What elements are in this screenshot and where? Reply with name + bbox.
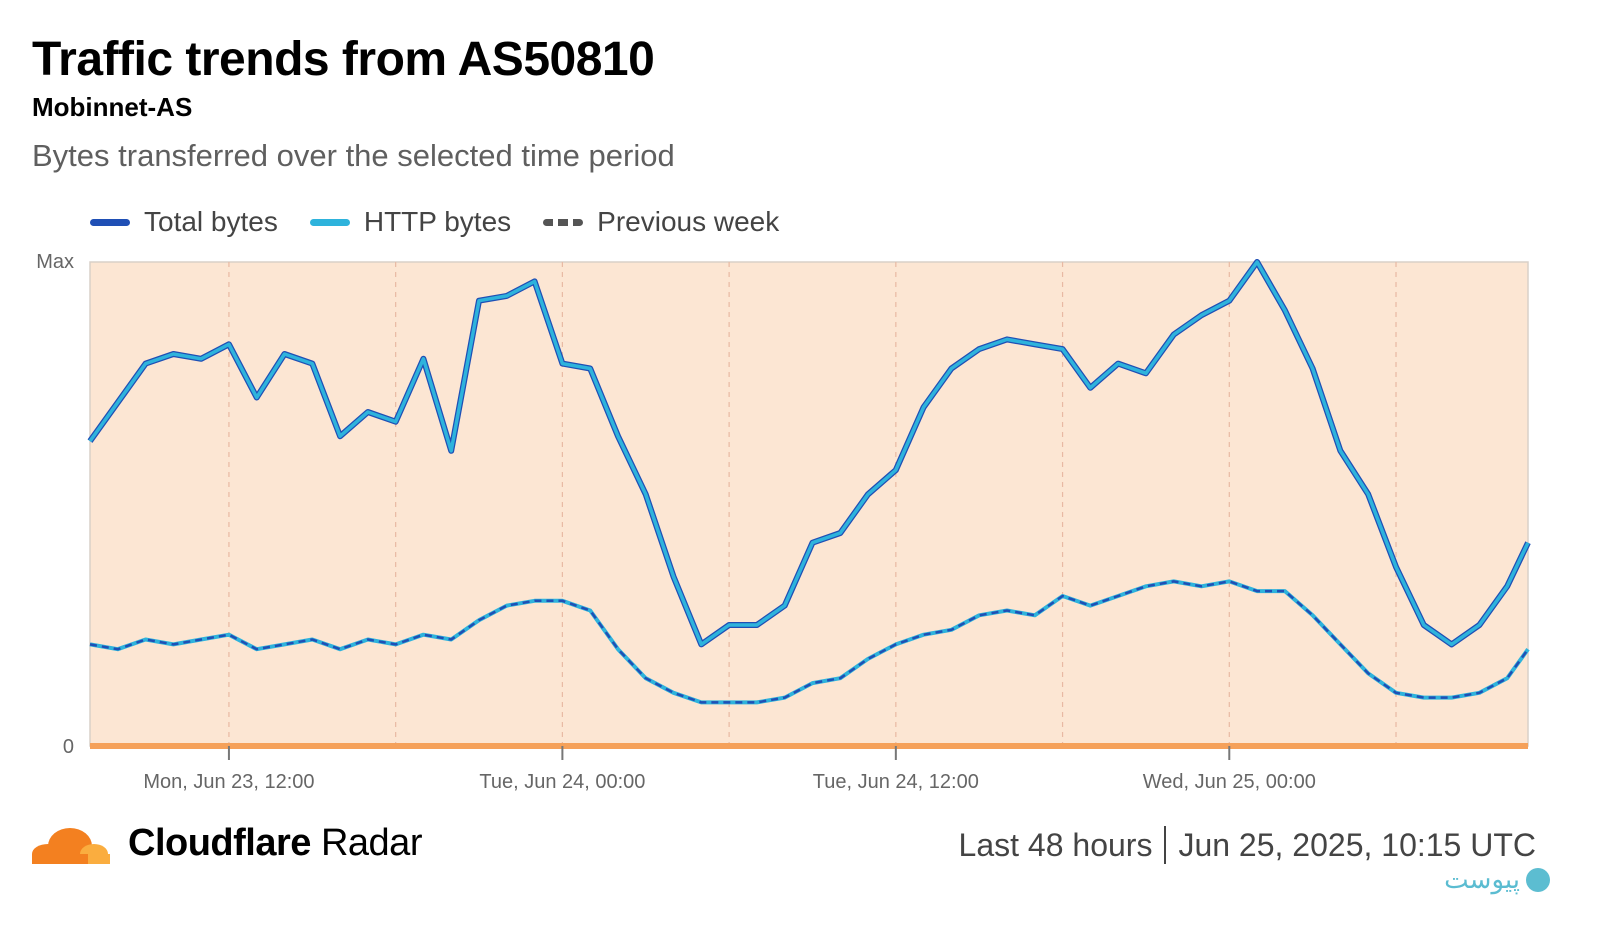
traffic-line-chart: 0 Max Mon, Jun 23, 12:00 Tue, Jun 24, 00:00…: [36, 251, 1531, 793]
series-previous-week-underlay: [89, 579, 1530, 705]
legend-label-http: HTTP bytes: [363, 206, 512, 237]
legend-label-previous-week: Previous week: [597, 206, 780, 237]
x-tick-label: Wed, Jun 25, 00:00: [1143, 771, 1316, 793]
y-tick-label: Max: [36, 251, 74, 273]
watermark-circle-icon: [1526, 867, 1550, 892]
watermark-text: پیوست: [1444, 864, 1520, 894]
x-tick-label: Tue, Jun 24, 12:00: [813, 771, 979, 793]
legend-label-total: Total bytes: [144, 206, 278, 237]
legend-item-http[interactable]: HTTP bytes: [309, 206, 512, 238]
cloudflare-cloud-icon: [32, 827, 110, 864]
chart-legend: Total bytes HTTP bytes Previous week: [90, 206, 779, 238]
cloudflare-radar-logo[interactable]: Cloudflare Radar: [30, 822, 422, 865]
x-tick-label: Tue, Jun 24, 00:00: [479, 771, 645, 793]
legend-item-previous-week[interactable]: Previous week: [543, 206, 779, 238]
time-period: Last 48 hours: [958, 826, 1153, 863]
legend-swatch-http: [309, 218, 350, 226]
y-tick-label: 0: [63, 736, 74, 758]
brand-product: Radar: [320, 822, 423, 864]
plot-area: [89, 261, 1529, 747]
watermark: پیوست: [1444, 864, 1550, 895]
series-http-bytes: [88, 260, 1530, 647]
legend-swatch-previous-week: [543, 218, 584, 226]
separator: [1164, 826, 1167, 864]
legend-swatch-total: [90, 218, 130, 226]
chart-description: Bytes transferred over the selected time…: [32, 138, 675, 173]
timestamp: Jun 25, 2025, 10:15 UTC: [1178, 826, 1536, 863]
page-title: Traffic trends from AS50810: [32, 33, 655, 86]
brand-name: Cloudflare: [128, 822, 311, 864]
x-tick-label: Mon, Jun 23, 12:00: [143, 771, 314, 793]
legend-item-total[interactable]: Total bytes: [90, 206, 278, 238]
footer-meta: Last 48 hours Jun 25, 2025, 10:15 UTC: [959, 826, 1536, 864]
page-subtitle: Mobinnet-AS: [32, 92, 193, 122]
